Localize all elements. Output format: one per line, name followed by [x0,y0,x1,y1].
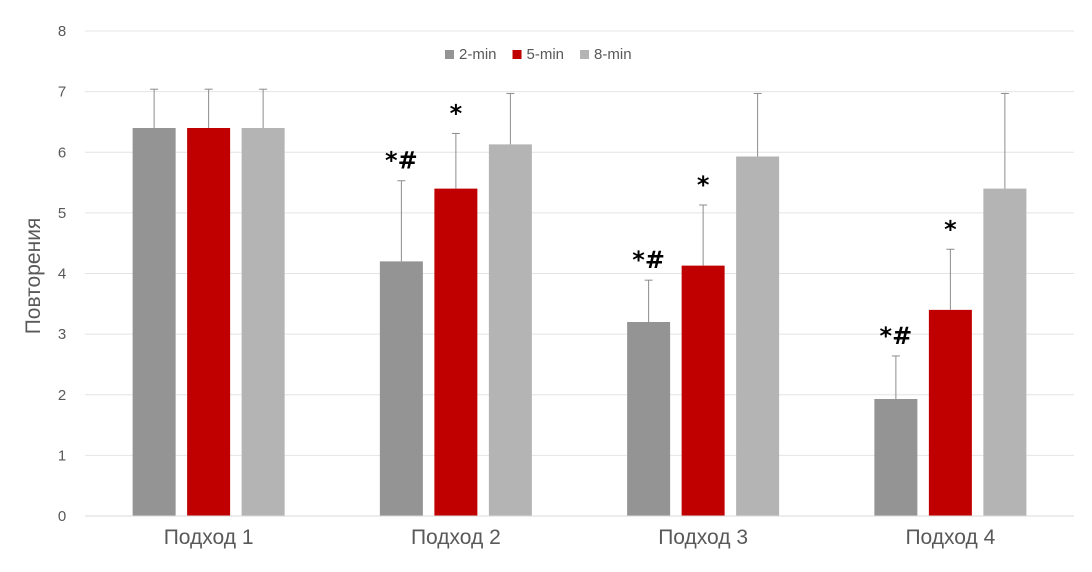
y-axis-ticks: 0 1 2 3 4 5 6 7 8 [58,23,66,525]
significance-marker: *# [632,246,665,274]
bar-5-min-4 [928,309,972,516]
y-tick-label: 8 [58,23,66,40]
bar-5-min-3 [681,265,725,516]
significance-marker: *# [385,147,418,175]
bar-8-min-4 [983,188,1027,516]
legend-swatch-8-min [580,50,590,59]
x-axis-categories: Подход 1 Подход 2 Подход 3 Подход 4 [164,526,996,549]
bar-2-min-3 [627,322,671,516]
legend: 2-min 5-min 8-min [445,46,632,63]
x-tick-label: Подход 3 [658,526,748,549]
bar-8-min-3 [736,156,780,516]
significance-marker: *# [880,322,913,350]
legend-label: 2-min [459,46,497,63]
significance-marker: * [450,99,463,127]
legend-label: 8-min [594,46,632,63]
x-tick-label: Подход 2 [411,526,501,549]
legend-swatch-2-min [445,50,454,59]
bar-2-min-4 [874,398,918,516]
bar-8-min-2 [488,144,532,516]
y-tick-label: 5 [58,205,66,222]
x-tick-label: Подход 1 [164,526,254,549]
legend-swatch-5-min [512,50,522,59]
y-tick-label: 7 [58,84,66,101]
bar-2-min-2 [379,261,423,516]
bar-5-min-2 [434,188,478,516]
y-axis-label: Повторения [22,218,45,335]
y-tick-label: 1 [58,447,66,464]
error-bars [150,88,1009,399]
y-tick-label: 0 [58,508,66,525]
y-tick-label: 3 [58,326,66,343]
y-tick-label: 6 [58,144,66,161]
x-tick-label: Подход 4 [905,526,995,549]
bar-2-min-1 [132,128,176,516]
bar-5-min-1 [187,128,231,516]
bars [132,128,1027,516]
significance-marker: * [944,215,957,243]
gridlines [85,30,1074,456]
y-tick-label: 2 [58,387,66,404]
significance-marker: * [697,171,710,199]
legend-label: 5-min [527,46,565,63]
bar-8-min-1 [241,128,285,516]
y-tick-label: 4 [58,266,66,283]
significance-annotations: *# * *# * *# * [385,99,957,349]
